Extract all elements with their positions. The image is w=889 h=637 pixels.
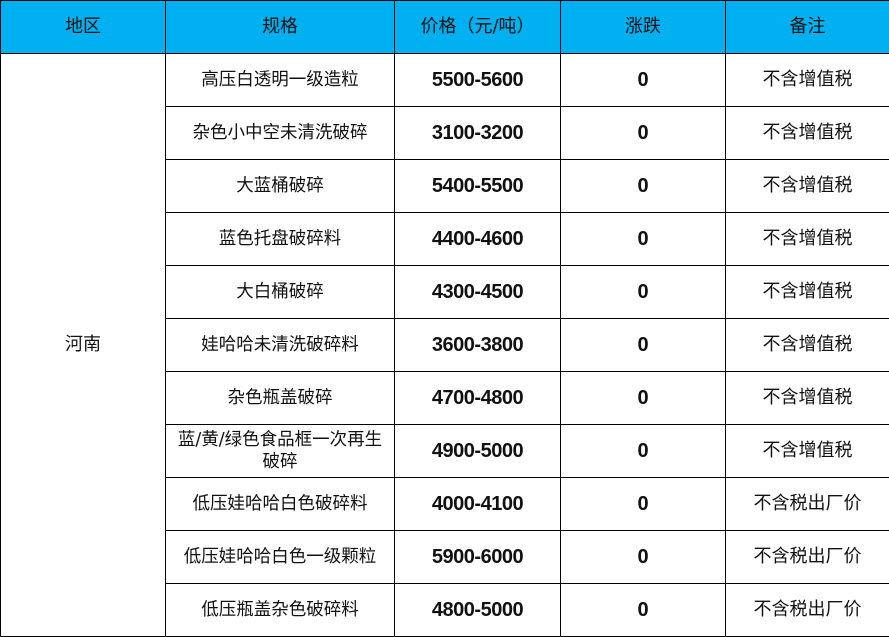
note-cell: 不含增值税	[725, 53, 889, 107]
note-cell: 不含增值税	[725, 106, 889, 160]
table-row: 蓝色托盘破碎料 4400-4600 0 不含增值税	[1, 212, 889, 266]
change-cell: 0	[560, 477, 726, 531]
spec-cell: 低压娃哈哈白色一级颗粒	[165, 530, 395, 584]
spec-cell: 杂色小中空未清洗破碎	[165, 106, 395, 160]
change-cell: 0	[560, 265, 726, 319]
change-cell: 0	[560, 318, 726, 372]
spec-cell: 杂色瓶盖破碎	[165, 371, 395, 425]
table-row: 杂色小中空未清洗破碎 3100-3200 0 不含增值税	[1, 106, 889, 160]
header-region: 地区	[0, 0, 166, 54]
change-cell: 0	[560, 530, 726, 584]
note-cell: 不含增值税	[725, 265, 889, 319]
header-spec: 规格	[165, 0, 395, 54]
table-row: 大白桶破碎 4300-4500 0 不含增值税	[1, 265, 889, 319]
price-cell: 4900-5000	[394, 424, 561, 478]
change-cell: 0	[560, 583, 726, 637]
spec-cell: 娃哈哈未清洗破碎料	[165, 318, 395, 372]
price-cell: 3100-3200	[394, 106, 561, 160]
spec-cell: 蓝/黄/绿色食品框一次再生破碎	[165, 424, 395, 478]
spec-cell: 低压娃哈哈白色破碎料	[165, 477, 395, 531]
table-row: 杂色瓶盖破碎 4700-4800 0 不含增值税	[1, 371, 889, 425]
price-cell: 5500-5600	[394, 53, 561, 107]
table-row: 蓝/黄/绿色食品框一次再生破碎 4900-5000 0 不含增值税	[1, 424, 889, 478]
note-cell: 不含增值税	[725, 424, 889, 478]
table-row: 大蓝桶破碎 5400-5500 0 不含增值税	[1, 159, 889, 213]
header-row: 地区 规格 价格（元/吨） 涨跌 备注	[0, 0, 889, 54]
price-cell: 5900-6000	[394, 530, 561, 584]
spec-cell: 低压瓶盖杂色破碎料	[165, 583, 395, 637]
price-cell: 4400-4600	[394, 212, 561, 266]
price-cell: 5400-5500	[394, 159, 561, 213]
spec-cell: 大白桶破碎	[165, 265, 395, 319]
note-cell: 不含增值税	[725, 371, 889, 425]
note-cell: 不含税出厂价	[725, 477, 889, 531]
table-row: 河南 高压白透明一级造粒 5500-5600 0 不含增值税	[0, 53, 889, 637]
price-cell: 4800-5000	[394, 583, 561, 637]
table-row: 低压瓶盖杂色破碎料 4800-5000 0 不含税出厂价	[1, 583, 889, 637]
note-cell: 不含税出厂价	[725, 530, 889, 584]
change-cell: 0	[560, 371, 726, 425]
change-cell: 0	[560, 106, 726, 160]
header-note: 备注	[725, 0, 889, 54]
note-cell: 不含增值税	[725, 212, 889, 266]
spec-cell: 蓝色托盘破碎料	[165, 212, 395, 266]
change-cell: 0	[560, 424, 726, 478]
table-row: 娃哈哈未清洗破碎料 3600-3800 0 不含增值税	[1, 318, 889, 372]
spec-cell: 高压白透明一级造粒	[165, 53, 395, 107]
spec-cell: 大蓝桶破碎	[165, 159, 395, 213]
region-cell: 河南	[0, 53, 166, 637]
price-cell: 4700-4800	[394, 371, 561, 425]
note-cell: 不含税出厂价	[725, 583, 889, 637]
note-cell: 不含增值税	[725, 318, 889, 372]
table-row: 低压娃哈哈白色一级颗粒 5900-6000 0 不含税出厂价	[1, 530, 889, 584]
price-cell: 4300-4500	[394, 265, 561, 319]
note-cell: 不含增值税	[725, 159, 889, 213]
change-cell: 0	[560, 53, 726, 107]
price-cell: 4000-4100	[394, 477, 561, 531]
change-cell: 0	[560, 212, 726, 266]
header-change: 涨跌	[560, 0, 726, 54]
change-cell: 0	[560, 159, 726, 213]
price-cell: 3600-3800	[394, 318, 561, 372]
header-price: 价格（元/吨）	[394, 0, 561, 54]
